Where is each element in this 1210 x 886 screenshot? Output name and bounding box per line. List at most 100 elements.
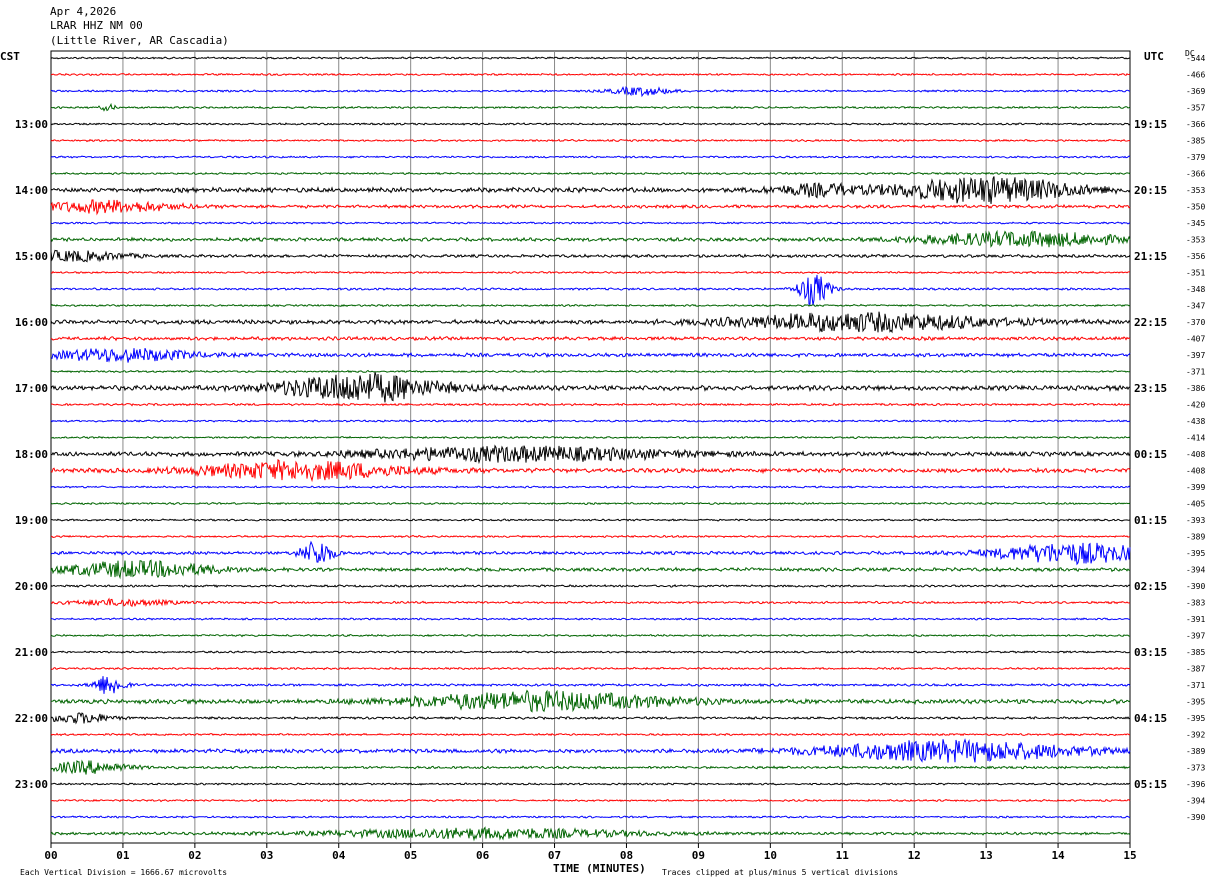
seismic-trace bbox=[50, 559, 1131, 580]
dc-offset-label: -392 bbox=[1186, 731, 1205, 740]
right-timezone-label: UTC bbox=[1144, 50, 1164, 63]
seismic-trace bbox=[50, 56, 1131, 60]
seismic-trace bbox=[50, 274, 1131, 306]
seismic-trace bbox=[50, 249, 1131, 263]
seismic-trace bbox=[50, 270, 1131, 275]
dc-offset-label: -395 bbox=[1186, 698, 1205, 707]
x-tick-label: 01 bbox=[116, 849, 130, 862]
seismic-trace bbox=[50, 617, 1131, 621]
seismic-trace bbox=[50, 732, 1131, 737]
seismic-trace bbox=[50, 435, 1131, 440]
seismic-trace bbox=[50, 335, 1131, 342]
dc-offset-label: -390 bbox=[1186, 582, 1205, 591]
utc-hour-label: 03:15 bbox=[1134, 646, 1167, 659]
seismic-trace bbox=[50, 459, 1131, 483]
dc-offset-label: -395 bbox=[1186, 714, 1205, 723]
x-tick-label: 15 bbox=[1123, 849, 1136, 862]
dc-offset-label: -345 bbox=[1186, 219, 1205, 228]
dc-offset-label: -395 bbox=[1186, 549, 1205, 558]
utc-hour-label: 05:15 bbox=[1134, 778, 1167, 791]
dc-offset-label: -351 bbox=[1186, 269, 1205, 278]
utc-hour-label: 04:15 bbox=[1134, 712, 1167, 725]
seismic-trace bbox=[50, 229, 1131, 248]
seismic-trace bbox=[50, 171, 1131, 176]
plot-date: Apr 4,2026 bbox=[50, 5, 117, 18]
dc-offset-label: -414 bbox=[1186, 434, 1205, 443]
seismic-trace bbox=[50, 372, 1131, 403]
utc-hour-label: 02:15 bbox=[1134, 580, 1167, 593]
cst-hour-label: 16:00 bbox=[15, 316, 48, 329]
cst-hour-label: 19:00 bbox=[15, 514, 48, 527]
dc-offset-label: -466 bbox=[1186, 71, 1205, 80]
seismic-trace bbox=[50, 402, 1131, 407]
plot-frame bbox=[50, 50, 1131, 844]
seismic-trace bbox=[50, 597, 1131, 607]
dc-offset-label: -353 bbox=[1186, 186, 1205, 195]
seismic-trace bbox=[50, 176, 1131, 204]
x-tick-label: 04 bbox=[332, 849, 346, 862]
x-tick-label: 02 bbox=[188, 849, 201, 862]
x-tick-label: 11 bbox=[836, 849, 850, 862]
seismic-trace bbox=[50, 738, 1131, 763]
seismic-trace bbox=[51, 689, 1131, 713]
utc-hour-label: 20:15 bbox=[1134, 184, 1167, 197]
cst-hour-label: 17:00 bbox=[15, 382, 48, 395]
seismic-trace bbox=[50, 369, 1131, 374]
dc-offset-label: -379 bbox=[1186, 153, 1205, 162]
seismic-trace bbox=[50, 518, 1131, 522]
dc-offset-label: -385 bbox=[1186, 137, 1205, 146]
dc-offset-label: -389 bbox=[1186, 747, 1205, 756]
dc-offset-label: -405 bbox=[1186, 500, 1205, 509]
cst-hour-label: 20:00 bbox=[15, 580, 48, 593]
seismic-trace bbox=[50, 199, 1131, 216]
dc-offset-label: -357 bbox=[1186, 104, 1205, 113]
utc-hour-label: 23:15 bbox=[1134, 382, 1167, 395]
x-tick-label: 00 bbox=[44, 849, 57, 862]
dc-offset-label: -399 bbox=[1186, 483, 1205, 492]
x-tick-label: 12 bbox=[908, 849, 921, 862]
scale-note: Each Vertical Division = 1666.67 microvo… bbox=[20, 868, 228, 877]
x-tick-label: 09 bbox=[692, 849, 705, 862]
seismic-trace bbox=[50, 72, 1131, 77]
seismic-trace bbox=[50, 444, 1131, 465]
x-tick-label: 06 bbox=[476, 849, 490, 862]
dc-offset-label: -383 bbox=[1186, 599, 1205, 608]
seismic-trace bbox=[50, 311, 1131, 334]
seismic-trace bbox=[50, 419, 1131, 423]
cst-hour-label: 22:00 bbox=[15, 712, 48, 725]
dc-offset-label: -397 bbox=[1186, 632, 1205, 641]
dc-offset-label: -373 bbox=[1186, 764, 1205, 773]
seismic-trace bbox=[50, 815, 1131, 819]
dc-offset-label: -369 bbox=[1186, 87, 1205, 96]
seismic-trace bbox=[50, 303, 1131, 308]
plot-location: (Little River, AR Cascadia) bbox=[50, 34, 229, 47]
seismic-trace bbox=[50, 782, 1131, 786]
cst-hour-label: 14:00 bbox=[15, 184, 48, 197]
dc-offset-label: -371 bbox=[1186, 681, 1205, 690]
dc-offset-label: -387 bbox=[1186, 665, 1205, 674]
dc-offset-label: -366 bbox=[1186, 170, 1205, 179]
dc-offset-label: -347 bbox=[1186, 302, 1205, 311]
seismic-trace bbox=[50, 540, 1131, 566]
seismic-trace bbox=[50, 348, 1131, 363]
dc-offset-label: -407 bbox=[1186, 335, 1205, 344]
seismic-trace bbox=[50, 102, 1131, 112]
dc-offset-label: -544 bbox=[1186, 54, 1205, 63]
utc-hour-label: 19:15 bbox=[1134, 118, 1167, 131]
cst-hour-label: 18:00 bbox=[15, 448, 48, 461]
seismic-trace bbox=[50, 650, 1131, 654]
seismic-trace bbox=[50, 122, 1131, 126]
utc-hour-label: 00:15 bbox=[1134, 448, 1167, 461]
seismic-trace bbox=[50, 759, 1131, 775]
seismic-trace bbox=[50, 676, 1131, 694]
seismic-trace bbox=[50, 501, 1131, 506]
cst-hour-label: 15:00 bbox=[15, 250, 48, 263]
dc-offset-label: -394 bbox=[1186, 566, 1205, 575]
seismic-trace bbox=[50, 221, 1131, 225]
seismic-trace bbox=[50, 485, 1131, 489]
seismic-trace bbox=[50, 584, 1131, 589]
cst-hour-label: 13:00 bbox=[15, 118, 48, 131]
x-tick-label: 13 bbox=[980, 849, 993, 862]
